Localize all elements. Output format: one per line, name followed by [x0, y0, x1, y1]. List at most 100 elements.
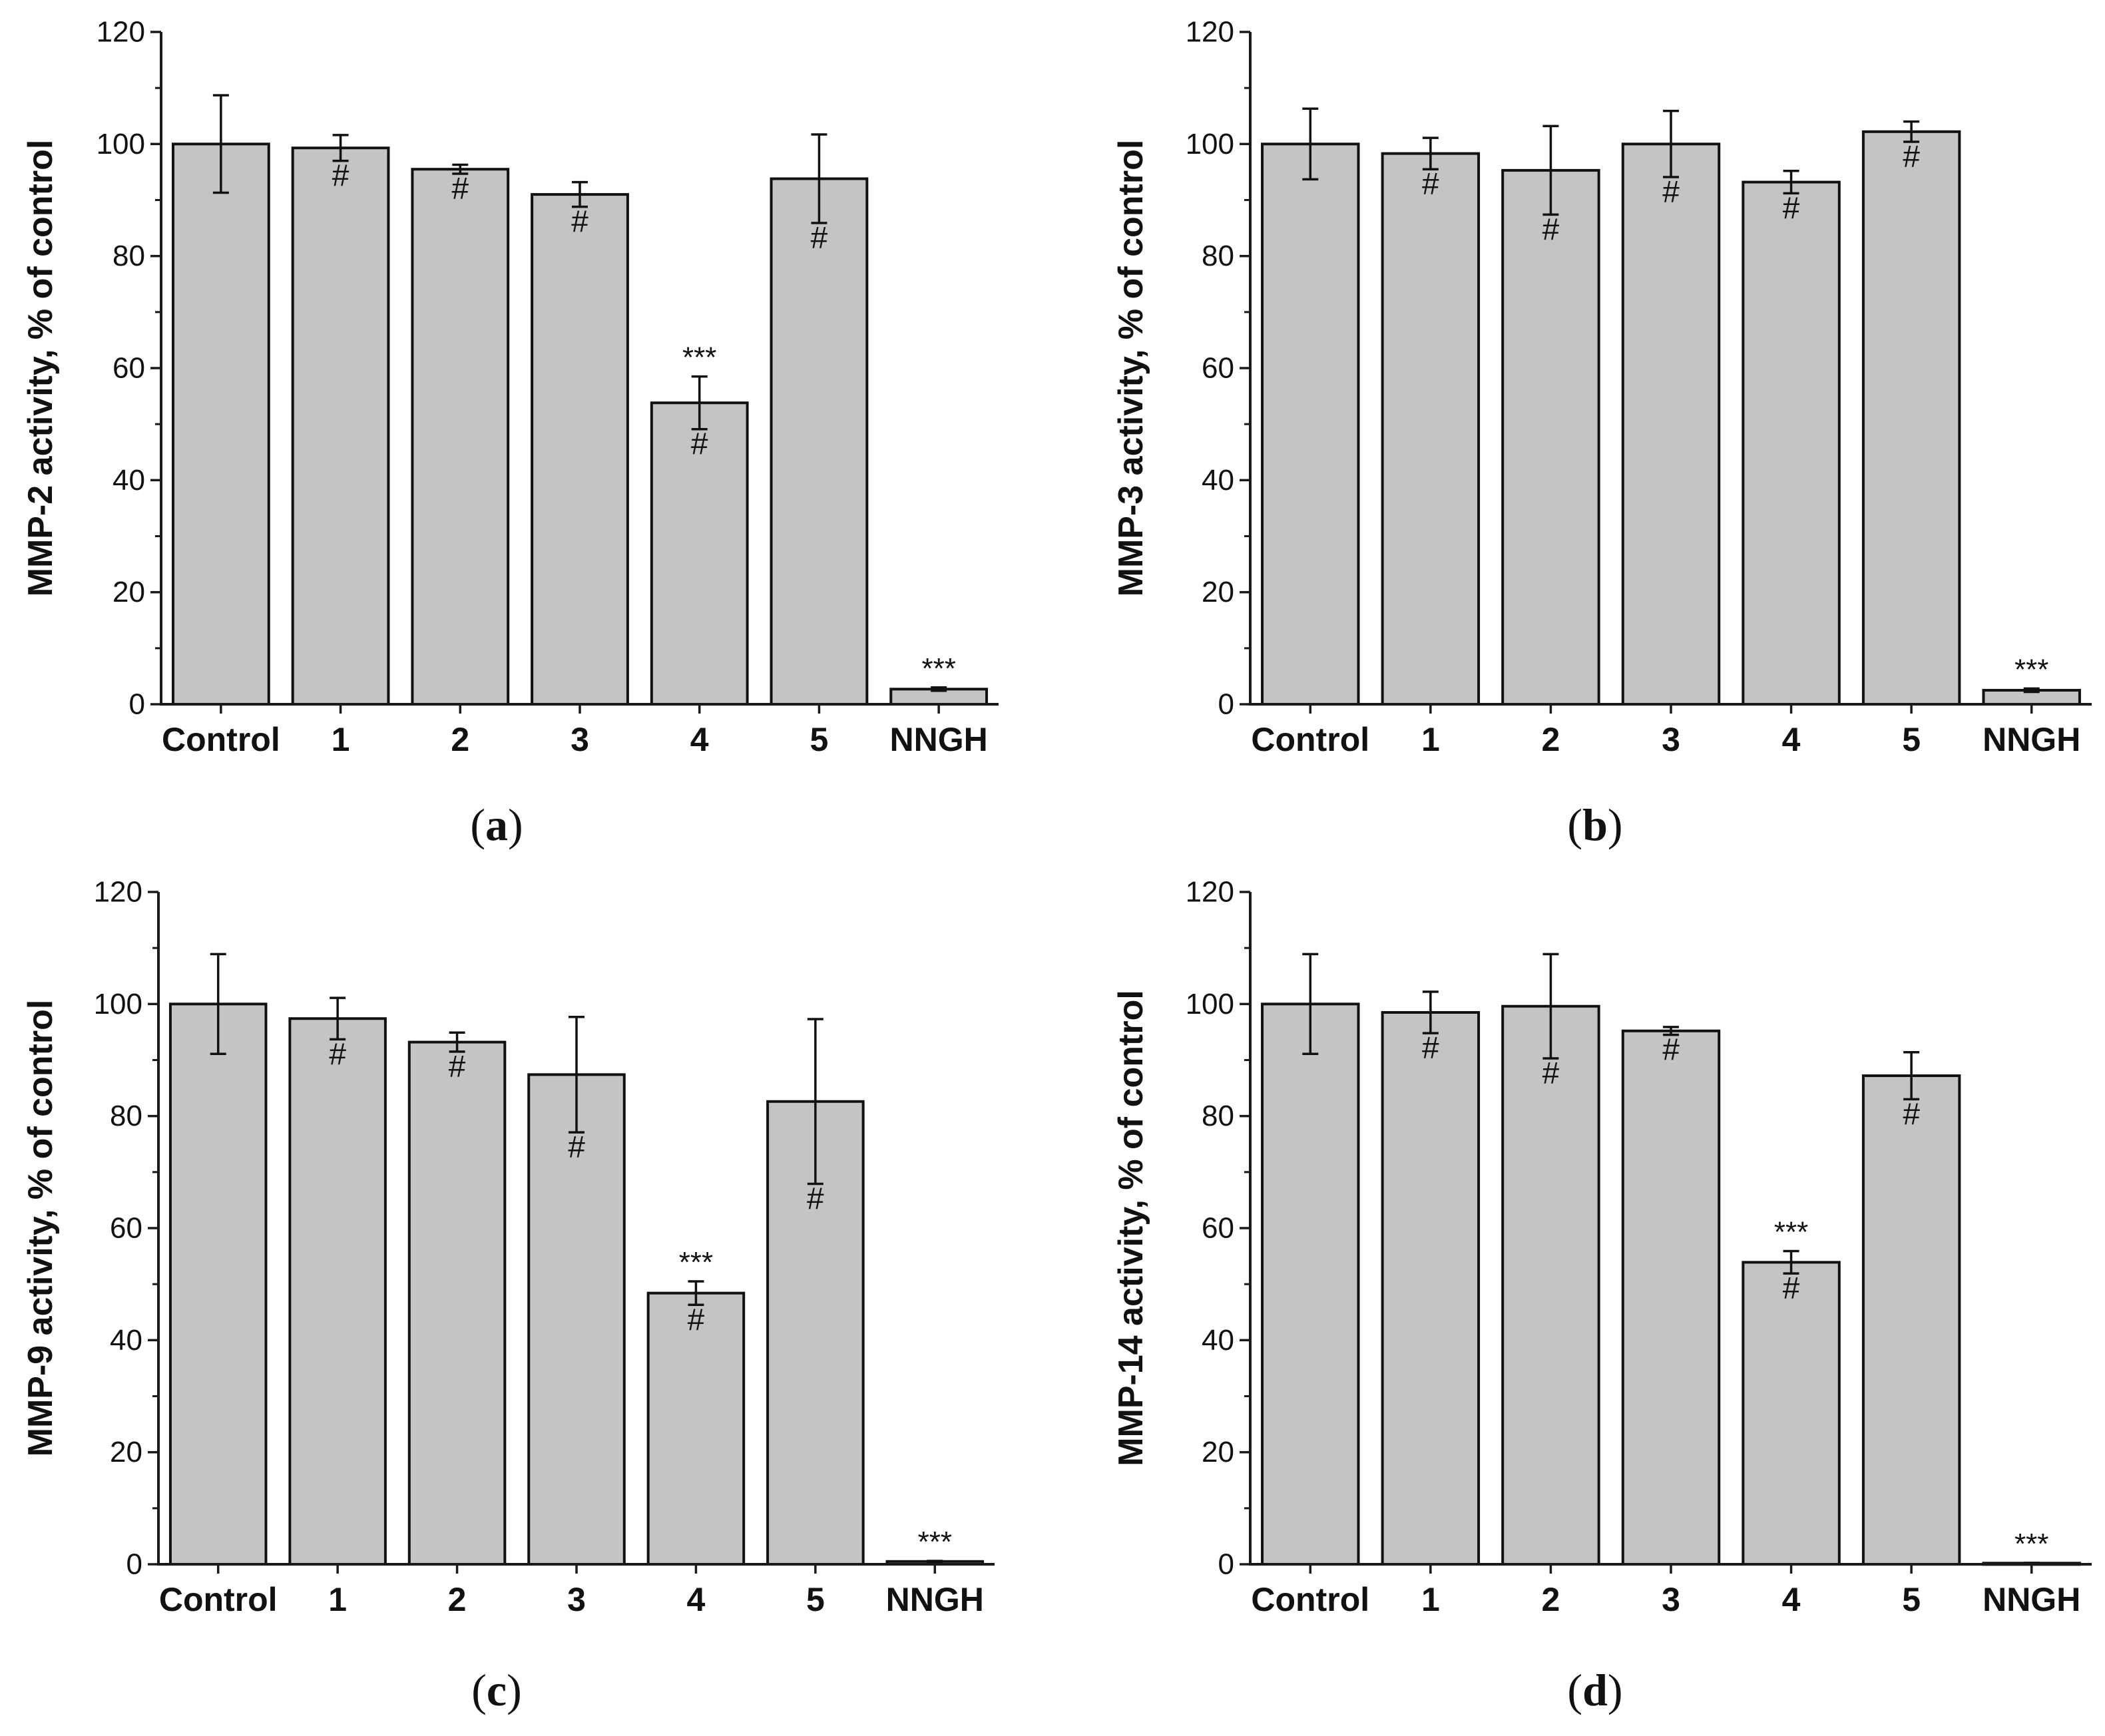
error-bar-5 [1903, 120, 1920, 143]
hash-mark-5: # [807, 1182, 824, 1216]
error-bar-3 [1663, 1026, 1679, 1036]
panel-caption: (b) [1567, 799, 1622, 850]
y-tick-label: 20 [1202, 1436, 1234, 1468]
x-tick-label: 2 [448, 1581, 467, 1618]
x-tick-label: 3 [1662, 721, 1680, 758]
panel-caption: (a) [470, 799, 523, 850]
caption-close-paren: ) [1608, 799, 1623, 850]
bar-1 [1381, 152, 1481, 706]
bar-3 [531, 193, 629, 706]
y-tick-label: 20 [110, 1436, 142, 1468]
hash-mark-3: # [571, 204, 588, 239]
error-bar-4 [688, 1280, 704, 1307]
significance-mark-NNGH: *** [2014, 653, 2048, 686]
error-bar-NNGH [931, 686, 947, 692]
y-axis-title: MMP-9 activity, % of control [21, 1000, 60, 1457]
caption-letter: b [1582, 799, 1608, 850]
y-tick-label: 80 [113, 240, 145, 272]
x-tick-label: Control [162, 721, 280, 758]
bar-3 [1621, 142, 1721, 706]
error-bar-Control [210, 953, 226, 1055]
bar-Control [168, 1002, 268, 1566]
y-tick-label: 80 [110, 1100, 142, 1132]
x-tick-label: 4 [1782, 1581, 1801, 1618]
error-bar-1 [332, 134, 349, 162]
error-bar-4 [691, 375, 708, 431]
hash-mark-3: # [1662, 174, 1680, 209]
hash-mark-4: # [1783, 1271, 1800, 1305]
x-tick-label: 1 [1421, 1581, 1440, 1618]
x-tick-label: 2 [1542, 1581, 1560, 1618]
x-tick-label: 5 [810, 721, 829, 758]
x-tick-label: 5 [1902, 721, 1921, 758]
error-bar-3 [572, 180, 588, 208]
caption-open-paren: ( [1567, 1665, 1582, 1715]
y-tick-label: 120 [94, 876, 142, 909]
y-tick-label: 100 [94, 988, 142, 1020]
y-tick-label: 80 [1202, 240, 1234, 272]
x-tick-label: NNGH [1983, 1581, 2080, 1618]
x-tick-label: 3 [1662, 1581, 1680, 1618]
y-axis-title: MMP-3 activity, % of control [1112, 140, 1150, 597]
error-bar-NNGH [927, 1560, 943, 1564]
x-tick-label: 1 [1421, 721, 1440, 758]
caption-letter: c [487, 1665, 507, 1715]
hash-mark-2: # [1542, 1056, 1560, 1090]
y-tick-label: 0 [129, 688, 145, 721]
bar-1 [1381, 1010, 1481, 1566]
chart-panel-a: Control #1 #2 #3 # *** 4 #5 *** NNGH 0 20 40 60 80 100 1… [21, 16, 999, 850]
bar-2 [407, 1040, 507, 1566]
hash-mark-2: # [1542, 212, 1560, 246]
y-axis-title: MMP-2 activity, % of control [21, 140, 60, 597]
significance-mark-NNGH: *** [2014, 1528, 2048, 1560]
error-bar-2 [449, 1031, 465, 1053]
error-bar-2 [1542, 953, 1559, 1060]
error-bar-Control [212, 94, 229, 194]
error-bar-2 [452, 163, 469, 175]
significance-mark-4: *** [682, 341, 716, 374]
bar-1 [288, 1017, 387, 1566]
x-tick-label: 5 [806, 1581, 825, 1618]
x-tick-label: 4 [687, 1581, 706, 1618]
bar-1 [291, 146, 390, 706]
x-tick-label: NNGH [886, 1581, 984, 1618]
x-tick-label: 3 [571, 721, 589, 758]
x-tick-label: 4 [690, 721, 709, 758]
x-tick-label: 2 [1542, 721, 1560, 758]
error-bar-Control [1302, 107, 1319, 181]
bar-2 [1501, 1004, 1600, 1566]
caption-letter: a [485, 799, 508, 850]
y-tick-label: 120 [1186, 16, 1234, 49]
y-tick-label: 100 [97, 128, 145, 160]
y-tick-label: 40 [110, 1324, 142, 1357]
bar-3 [527, 1073, 626, 1566]
y-tick-label: 60 [113, 352, 145, 385]
panel-caption: (c) [471, 1665, 522, 1715]
error-bar-4 [1783, 169, 1799, 195]
hash-mark-4: # [1783, 190, 1800, 225]
error-bar-1 [330, 996, 346, 1041]
hash-mark-1: # [332, 158, 350, 193]
x-tick-label: NNGH [890, 721, 988, 758]
error-bar-5 [1903, 1050, 1920, 1101]
x-tick-label: Control [159, 1581, 278, 1618]
error-bar-NNGH [2023, 687, 2040, 694]
hash-mark-4: # [688, 1302, 705, 1337]
error-bar-1 [1422, 136, 1439, 170]
caption-letter: d [1582, 1665, 1608, 1715]
y-tick-label: 20 [1202, 576, 1234, 608]
caption-open-paren: ( [1567, 799, 1582, 850]
y-tick-label: 40 [113, 464, 145, 497]
x-tick-label: 3 [567, 1581, 586, 1618]
bar-2 [1501, 168, 1600, 706]
caption-open-paren: ( [470, 799, 485, 850]
bar-3 [1621, 1029, 1721, 1566]
y-tick-label: 120 [1186, 876, 1234, 909]
x-tick-label: NNGH [1983, 721, 2080, 758]
error-bar-3 [1663, 109, 1679, 178]
bar-4 [1742, 1261, 1841, 1566]
bar-5 [1861, 1074, 1961, 1566]
hash-mark-3: # [1662, 1032, 1680, 1067]
bar-5 [1861, 130, 1961, 706]
y-tick-label: 0 [126, 1548, 142, 1581]
